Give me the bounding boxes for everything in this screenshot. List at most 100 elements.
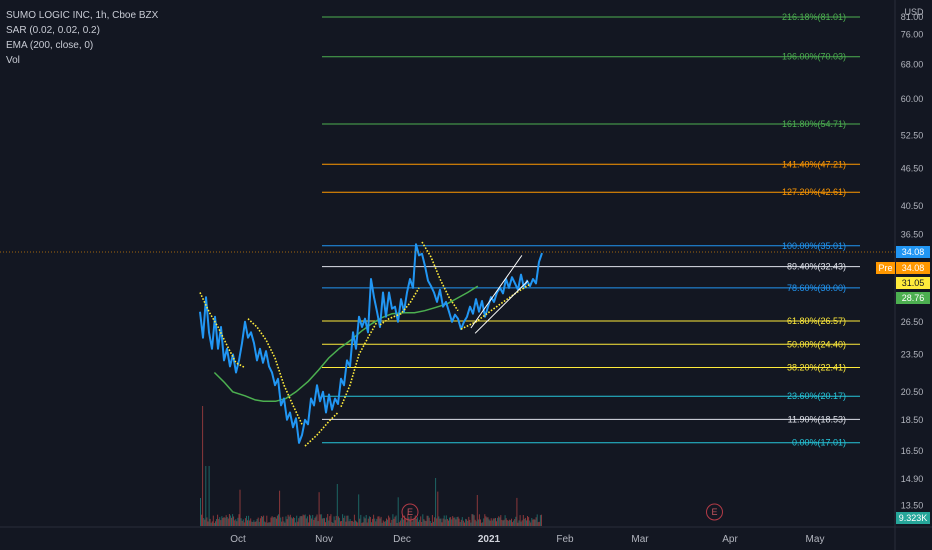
- volume-bar: [367, 518, 369, 526]
- volume-bar: [206, 517, 208, 526]
- volume-bar: [534, 519, 536, 526]
- currency-label[interactable]: USD: [904, 7, 924, 17]
- volume-bar: [482, 522, 484, 526]
- volume-bar: [334, 520, 336, 526]
- volume-bar: [508, 519, 510, 526]
- legend-volume[interactable]: Vol: [6, 55, 20, 66]
- earnings-marker[interactable]: [401, 503, 419, 521]
- trend-lines[interactable]: [470, 255, 529, 334]
- legend-ema[interactable]: EMA (200, close, 0): [6, 40, 94, 51]
- volume-bar: [337, 516, 339, 526]
- volume-bar: [309, 514, 310, 526]
- volume-bar: [397, 497, 399, 526]
- volume-bar: [487, 517, 489, 526]
- volume-bar: [460, 519, 462, 526]
- ema-line: [213, 285, 479, 403]
- volume-bar: [528, 517, 530, 526]
- volume-bar: [346, 515, 348, 526]
- volume-bar: [443, 515, 445, 526]
- volume-bar: [488, 519, 490, 526]
- volume-bar: [253, 520, 255, 526]
- price-tick-label: 68.00: [901, 60, 924, 70]
- volume-bar: [394, 516, 396, 526]
- volume-bar: [514, 519, 516, 526]
- volume-bar: [294, 518, 296, 526]
- volume-bar: [265, 522, 267, 526]
- volume-bar: [360, 514, 362, 526]
- volume-bar: [529, 520, 531, 526]
- volume-bar: [301, 516, 303, 526]
- volume-bar: [507, 520, 509, 526]
- volume-bar: [228, 514, 230, 526]
- volume-bar: [505, 518, 507, 526]
- volume-bar: [335, 515, 337, 526]
- volume-bar: [457, 516, 459, 526]
- volume-bar: [496, 521, 497, 526]
- volume-bar: [522, 515, 524, 526]
- volume-bar: [526, 520, 527, 526]
- volume-bar: [325, 522, 326, 526]
- volume-bar: [242, 519, 244, 526]
- volume-bar: [215, 521, 216, 526]
- volume-bar: [238, 514, 240, 526]
- trend-line[interactable]: [470, 255, 523, 329]
- volume-bar: [305, 518, 307, 526]
- volume-bar: [516, 497, 518, 526]
- volume-bar: [518, 520, 520, 526]
- volume-bar: [247, 520, 248, 526]
- volume-bar: [263, 515, 265, 526]
- volume-bar: [406, 522, 408, 526]
- volume-bar: [535, 517, 537, 526]
- volume-bar: [306, 516, 308, 526]
- volume-bar: [366, 522, 368, 526]
- volume-bar: [369, 517, 371, 526]
- volume-bar: [248, 515, 250, 526]
- volume-bar: [465, 518, 467, 526]
- volume-bar: [320, 514, 322, 526]
- volume-bar: [299, 516, 301, 526]
- volume-bar: [408, 517, 410, 526]
- volume-bar: [353, 514, 355, 526]
- volume-bar: [500, 515, 502, 526]
- volume-bar: [454, 517, 456, 526]
- volume-bar: [362, 522, 364, 526]
- time-tick-label: Apr: [722, 534, 738, 545]
- volume-bar: [297, 521, 299, 526]
- volume-bar: [257, 517, 259, 526]
- volume-bar: [289, 514, 291, 526]
- legend-sar[interactable]: SAR (0.02, 0.02, 0.2): [6, 25, 100, 36]
- trend-line[interactable]: [474, 280, 529, 334]
- volume-bar: [389, 517, 391, 526]
- volume-bar: [204, 519, 206, 526]
- price-tick-label: 16.50: [901, 446, 924, 456]
- volume-bar: [466, 519, 468, 526]
- earnings-marker[interactable]: [706, 503, 723, 521]
- volume-bar: [379, 518, 381, 526]
- volume-bar: [315, 516, 317, 526]
- fibonacci-levels[interactable]: 216.18%(81.01) 196.00%(70.03) 161.80%(54.7…: [322, 12, 860, 448]
- volume-bar: [437, 491, 439, 526]
- price-tick-label: 18.50: [901, 415, 924, 425]
- legend-symbol[interactable]: SUMO LOGIC INC, 1h, Cboe BZX: [6, 10, 159, 21]
- volume-bar: [426, 515, 428, 526]
- volume-bar: [405, 519, 407, 526]
- volume-bar: [380, 516, 382, 526]
- volume-bar: [316, 514, 318, 526]
- volume-bar: [381, 522, 383, 526]
- time-axis[interactable]: Oct Nov Dec 2021 Feb Mar Apr May: [230, 534, 824, 545]
- volume-bar: [274, 517, 276, 526]
- price-tick-label: 40.50: [901, 201, 924, 211]
- time-tick-label: May: [806, 534, 825, 545]
- price-tick-label: 13.50: [901, 501, 924, 511]
- volume-bar: [327, 514, 329, 526]
- volume-bar: [502, 520, 504, 526]
- time-tick-label: Feb: [556, 534, 574, 545]
- volume-bar: [532, 519, 534, 526]
- volume-bar: [216, 519, 217, 526]
- volume-bar: [398, 522, 400, 526]
- volume-bar: [287, 514, 289, 526]
- ema-layer: [213, 285, 479, 403]
- volume-bar: [201, 514, 203, 526]
